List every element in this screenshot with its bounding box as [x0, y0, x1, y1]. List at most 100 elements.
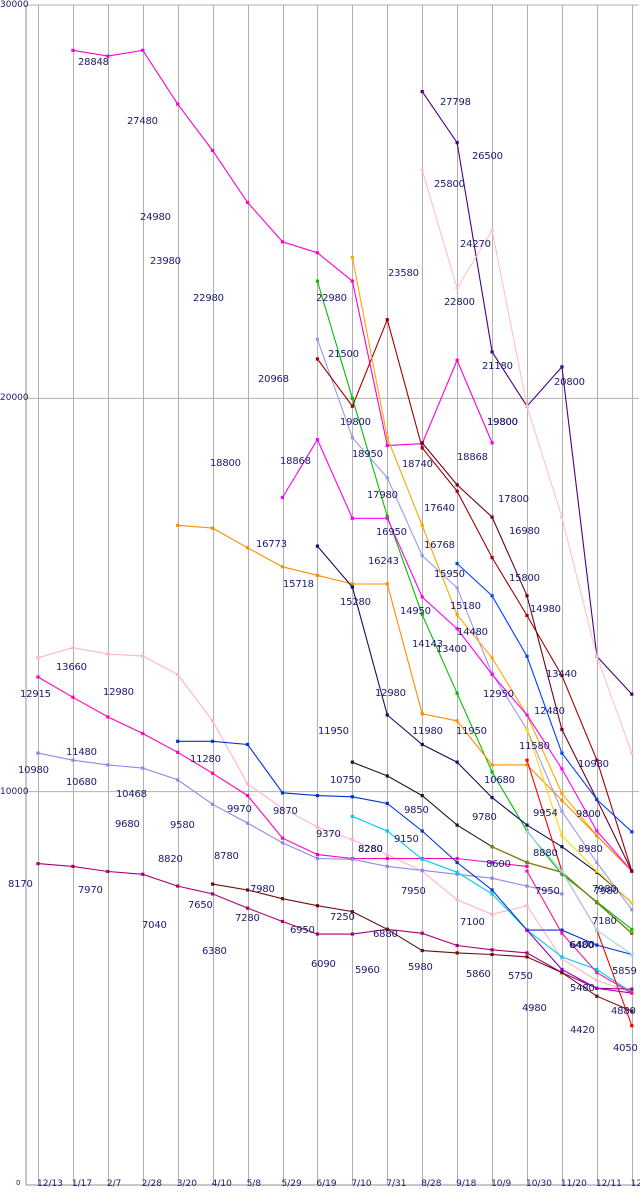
- series-line: [316, 317, 633, 872]
- data-point-marker: [420, 948, 424, 953]
- series-s12: [280, 438, 634, 873]
- x-tick-label: 12/25: [630, 1179, 640, 1189]
- series-line: [526, 831, 633, 955]
- data-point-marker: [560, 798, 564, 802]
- data-point-label: 9150: [394, 834, 419, 845]
- data-point-label: 8170: [8, 879, 33, 890]
- series-s18: [420, 168, 634, 755]
- data-point-marker: [280, 836, 285, 840]
- data-point-marker: [630, 931, 634, 935]
- data-point-label: 9954: [533, 808, 558, 819]
- data-point-marker: [350, 436, 354, 440]
- data-point-label: 9370: [316, 829, 341, 840]
- data-point-marker: [280, 495, 285, 500]
- series-line: [316, 339, 633, 911]
- data-point-label: 16243: [368, 556, 399, 567]
- data-point-marker: [595, 654, 599, 658]
- data-point-label: 4880: [611, 1006, 636, 1017]
- data-point-label: 24270: [460, 239, 491, 250]
- data-point-marker: [245, 888, 250, 892]
- data-point-marker: [280, 565, 285, 569]
- data-point-marker: [560, 892, 564, 896]
- data-point-marker: [525, 594, 529, 598]
- x-tick-label: 2/7: [106, 1179, 122, 1189]
- data-point-marker: [630, 952, 634, 957]
- data-point-marker: [315, 904, 320, 908]
- data-point-label: 7280: [235, 913, 260, 924]
- data-point-marker: [595, 829, 599, 833]
- data-point-label: 22800: [444, 297, 475, 308]
- data-point-marker: [595, 967, 599, 972]
- data-point-label: 10750: [330, 775, 361, 786]
- data-point-marker: [385, 318, 389, 322]
- data-point-label: 11980: [412, 726, 443, 737]
- series-s09: [315, 317, 634, 873]
- data-point-marker: [560, 845, 564, 849]
- data-point-marker: [176, 523, 180, 527]
- data-point-marker: [455, 856, 459, 861]
- data-point-label: 5980: [408, 962, 433, 973]
- data-point-marker: [420, 441, 424, 445]
- data-point-marker: [455, 823, 459, 827]
- data-point-marker: [525, 613, 529, 618]
- series-s26: [525, 869, 634, 995]
- data-point-marker: [420, 712, 424, 716]
- data-point-marker: [280, 791, 285, 795]
- data-point-marker: [630, 830, 634, 834]
- x-tick-label: 10/9: [491, 1179, 512, 1189]
- data-point-marker: [385, 829, 389, 833]
- data-point-marker: [630, 692, 634, 696]
- data-point-marker: [176, 750, 180, 754]
- data-point-marker: [490, 952, 494, 957]
- data-point-marker: [455, 872, 459, 876]
- data-point-marker: [525, 758, 529, 762]
- data-point-label: 15950: [434, 569, 465, 580]
- data-point-marker: [350, 279, 354, 283]
- series-s27: [525, 830, 634, 957]
- data-point-marker: [385, 516, 389, 520]
- data-point-marker: [350, 910, 354, 914]
- x-tick-label: 4/10: [211, 1179, 232, 1189]
- data-point-marker: [141, 654, 145, 658]
- data-point-marker: [71, 48, 75, 52]
- data-point-marker: [525, 951, 529, 955]
- data-point-marker: [315, 251, 320, 255]
- series-s03: [36, 675, 529, 868]
- series-s20: [455, 561, 634, 834]
- data-point-marker: [420, 523, 424, 528]
- data-point-marker: [455, 613, 459, 617]
- data-point-marker: [595, 928, 599, 932]
- data-point-marker: [385, 436, 389, 440]
- data-point-label: 5859: [612, 966, 637, 977]
- data-point-marker: [455, 586, 459, 590]
- data-point-marker: [525, 860, 529, 865]
- data-point-marker: [490, 795, 494, 800]
- data-point-label: 12480: [534, 706, 565, 717]
- series-line: [37, 647, 632, 993]
- data-point-marker: [455, 951, 459, 955]
- data-point-marker: [490, 515, 494, 519]
- data-point-marker: [385, 443, 389, 448]
- x-tick-label: 12/13: [37, 1179, 63, 1189]
- data-point-marker: [350, 760, 354, 764]
- data-point-marker: [560, 751, 564, 755]
- data-point-marker: [280, 841, 285, 845]
- data-point-label: 7180: [592, 916, 617, 927]
- data-point-label: 27480: [127, 116, 158, 127]
- data-point-marker: [71, 864, 75, 868]
- data-point-marker: [490, 770, 494, 774]
- data-point-label: 22980: [316, 293, 347, 304]
- data-point-label: 23580: [388, 268, 419, 279]
- data-point-marker: [211, 882, 215, 886]
- series-layer: [36, 48, 634, 1028]
- series-s01: [71, 48, 494, 448]
- data-point-marker: [315, 279, 320, 283]
- data-point-marker: [525, 928, 529, 932]
- data-point-marker: [560, 872, 564, 876]
- series-s05: [36, 862, 634, 991]
- data-point-marker: [525, 884, 529, 888]
- data-point-marker: [176, 884, 180, 888]
- data-point-marker: [211, 719, 215, 723]
- data-point-label: 23980: [150, 256, 181, 267]
- data-point-marker: [350, 396, 354, 400]
